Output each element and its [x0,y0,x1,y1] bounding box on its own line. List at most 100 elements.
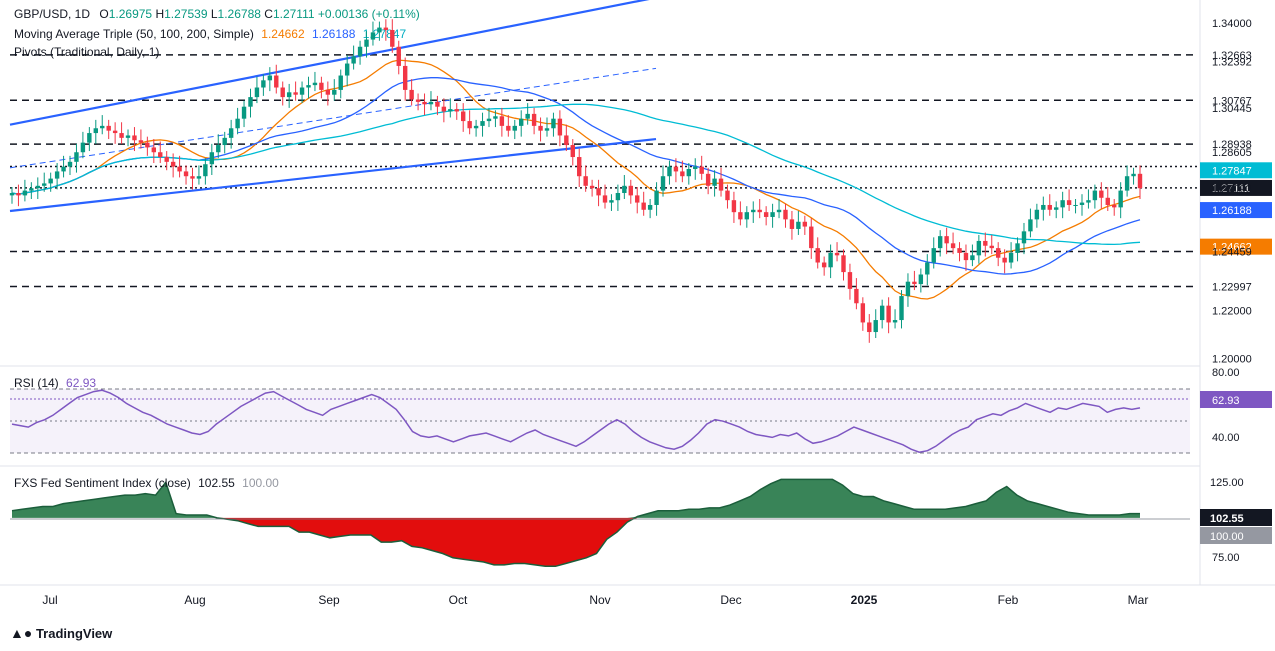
ma200-line[interactable] [11,103,1141,246]
candle-body-125[interactable] [815,248,820,263]
candle-body-5[interactable] [42,183,47,186]
candle-body-6[interactable] [48,178,53,184]
candle-body-107[interactable] [699,166,704,174]
candle-body-31[interactable] [209,152,215,165]
candle-body-50[interactable] [332,89,337,95]
candle-body-90[interactable] [589,185,595,189]
candle-body-61[interactable] [402,65,408,90]
candle-body-153[interactable] [995,248,1001,258]
candle-body-0[interactable] [9,192,15,196]
candle-body-140[interactable] [912,281,917,285]
candle-body-163[interactable] [1060,200,1065,208]
candle-body-78[interactable] [512,125,517,131]
candle-body-108[interactable] [705,173,711,186]
candle-body-82[interactable] [538,125,543,131]
candle-body-156[interactable] [1015,243,1020,253]
candle-body-73[interactable] [480,121,485,126]
candle-body-41[interactable] [274,75,279,88]
candle-body-88[interactable] [577,157,582,177]
candle-body-158[interactable] [1028,219,1033,232]
candle-body-96[interactable] [628,185,633,196]
tradingview-logo[interactable]: ▲● TradingView [10,625,112,641]
candle-body-46[interactable] [306,85,311,88]
fxs-legend[interactable]: FXS Fed Sentiment Index (close) 102.55 1… [14,476,279,490]
candle-body-161[interactable] [1047,204,1052,210]
candle-body-164[interactable] [1066,200,1072,205]
candle-body-3[interactable] [29,188,34,191]
candle-body-110[interactable] [718,178,724,191]
candle-body-51[interactable] [338,75,343,90]
candle-body-100[interactable] [654,190,659,205]
candle-body-173[interactable] [1124,176,1130,191]
candle-body-155[interactable] [1008,252,1014,263]
candle-body-104[interactable] [680,171,685,177]
candle-body-130[interactable] [847,272,853,289]
candle-body-109[interactable] [712,178,717,186]
candle-body-106[interactable] [693,166,698,170]
candle-body-102[interactable] [667,166,672,177]
candle-body-127[interactable] [828,252,833,268]
candle-body-135[interactable] [879,305,885,321]
candle-body-29[interactable] [196,176,202,179]
candle-body-74[interactable] [486,118,492,122]
candle-body-95[interactable] [622,185,627,193]
candle-body-123[interactable] [802,221,808,227]
candle-body-36[interactable] [241,106,247,119]
candle-body-38[interactable] [254,87,260,98]
candle-body-33[interactable] [222,137,227,146]
candle-body-77[interactable] [506,125,511,131]
candle-body-147[interactable] [957,248,962,253]
candle-body-67[interactable] [441,106,447,112]
candle-body-175[interactable] [1137,173,1143,189]
candle-body-8[interactable] [61,166,66,172]
candle-body-116[interactable] [757,209,762,213]
candle-body-138[interactable] [899,296,904,321]
candle-body-171[interactable] [1112,204,1117,208]
candle-body-117[interactable] [763,212,769,217]
candle-body-49[interactable] [325,89,331,95]
candle-body-170[interactable] [1105,197,1110,205]
candle-body-28[interactable] [190,176,195,179]
candle-body-43[interactable] [286,92,292,98]
symbol-name[interactable]: GBP/USD, 1D [14,7,91,21]
candle-body-37[interactable] [248,97,253,107]
candle-body-101[interactable] [660,176,666,191]
candle-body-85[interactable] [557,118,563,136]
candle-body-165[interactable] [1073,204,1078,206]
candle-body-21[interactable] [145,142,150,148]
candle-body-93[interactable] [609,200,614,203]
candle-body-122[interactable] [796,221,801,229]
candle-body-35[interactable] [235,118,240,129]
channel-mid-line[interactable] [9,67,657,169]
candle-body-86[interactable] [564,135,569,146]
candle-body-151[interactable] [983,240,988,246]
candle-body-136[interactable] [886,305,891,323]
rsi-line[interactable] [11,389,1141,453]
candle-body-162[interactable] [1054,207,1059,210]
candle-body-105[interactable] [686,169,691,177]
candle-body-133[interactable] [867,322,872,333]
candle-body-17[interactable] [119,133,124,138]
candle-body-114[interactable] [744,212,750,220]
candle-body-44[interactable] [293,92,298,95]
candle-body-150[interactable] [976,240,982,256]
candle-body-26[interactable] [177,166,182,172]
candle-body-76[interactable] [499,116,505,126]
candle-body-18[interactable] [125,135,131,138]
candle-body-174[interactable] [1131,173,1136,177]
candle-body-94[interactable] [615,192,621,201]
candle-body-145[interactable] [944,236,949,244]
candle-body-23[interactable] [158,152,163,158]
candle-body-131[interactable] [854,288,859,304]
candle-body-126[interactable] [821,262,827,268]
candle-body-30[interactable] [203,164,208,177]
candle-body-87[interactable] [570,145,575,158]
candle-body-1[interactable] [16,192,21,196]
candle-body-68[interactable] [448,109,453,112]
candle-body-142[interactable] [925,262,930,275]
candle-body-113[interactable] [738,212,743,220]
candle-body-22[interactable] [151,147,157,153]
candle-body-40[interactable] [267,75,273,81]
candle-body-20[interactable] [138,140,144,143]
candle-body-59[interactable] [390,29,395,47]
